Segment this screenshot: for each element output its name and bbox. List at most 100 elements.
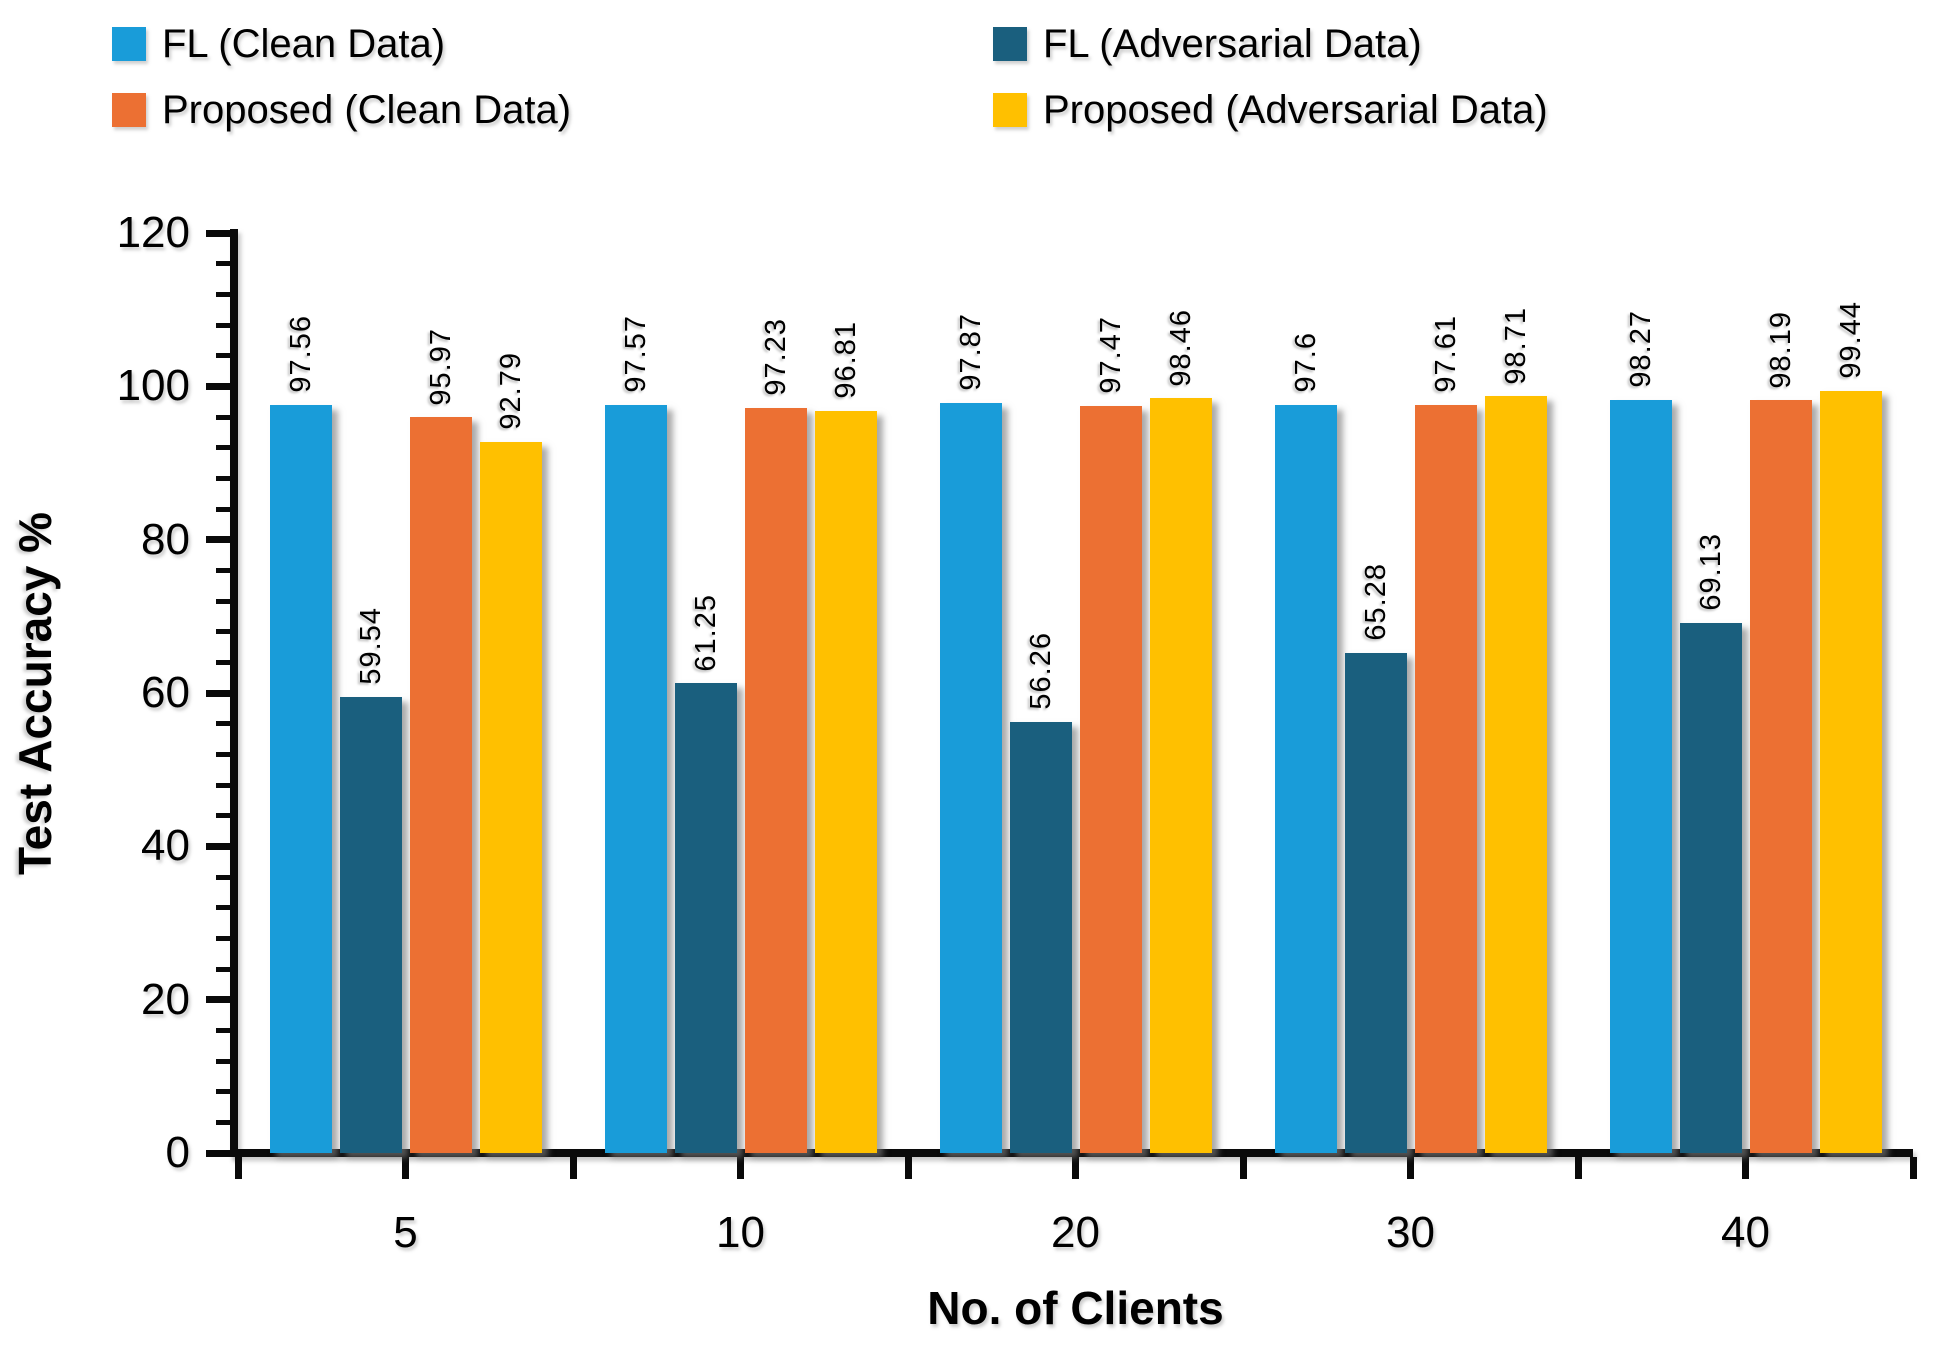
bar-fl-clean-data--10 <box>604 404 667 1153</box>
x-axis-category-label: 10 <box>716 1208 765 1257</box>
y-axis-major-tick <box>206 536 230 544</box>
x-axis-tick <box>402 1157 409 1179</box>
legend-swatch-proposed-clean-icon <box>112 93 146 127</box>
y-axis-major-tick <box>206 1149 230 1157</box>
bar-fl-clean-data--30 <box>1274 404 1337 1153</box>
y-axis-minor-tick <box>216 966 230 972</box>
x-axis-tick <box>1407 1157 1414 1179</box>
y-axis-tick-label: 0 <box>165 1128 190 1177</box>
bar-proposed-adversarial-data--10 <box>814 410 877 1153</box>
bar-value-label: 97.57 <box>619 315 652 393</box>
y-axis-minor-tick <box>216 721 230 727</box>
bar-fl-clean-data--40 <box>1609 399 1672 1153</box>
y-axis-minor-tick <box>216 935 230 941</box>
bar-value-label: 69.13 <box>1694 533 1727 612</box>
x-axis-tick <box>904 1157 912 1179</box>
y-axis-minor-tick <box>216 261 230 267</box>
x-axis-tick <box>1742 1157 1749 1179</box>
y-axis-major-tick <box>206 689 230 697</box>
y-axis-major-tick <box>206 842 230 850</box>
bar-fl-clean-data--20 <box>939 402 1002 1153</box>
x-axis-category-label: 5 <box>393 1208 418 1257</box>
y-axis-tick-label: 120 <box>116 208 190 257</box>
x-axis-line <box>230 1149 1913 1157</box>
bar-proposed-adversarial-data--5 <box>479 441 542 1153</box>
y-axis-minor-tick <box>216 598 230 604</box>
bar-value-label: 98.19 <box>1764 310 1797 389</box>
bar-value-label: 95.97 <box>424 327 457 406</box>
x-axis-tick <box>1072 1157 1079 1179</box>
x-axis-tick <box>737 1157 744 1179</box>
legend-swatch-fl-adversarial-icon <box>993 27 1027 61</box>
legend-item-proposed-adversarial: Proposed (Adversarial Data) <box>993 88 1548 132</box>
y-axis-minor-tick <box>216 506 230 512</box>
bar-value-label: 56.26 <box>1024 632 1057 710</box>
bar-value-label: 98.27 <box>1624 310 1657 388</box>
chart-legend: FL (Clean Data) FL (Adversarial Data) Pr… <box>112 22 1548 132</box>
y-axis-line <box>230 229 238 1157</box>
bar-value-label: 98.71 <box>1499 306 1532 385</box>
legend-item-fl-adversarial: FL (Adversarial Data) <box>993 22 1548 66</box>
bar-value-label: 96.81 <box>829 321 862 399</box>
y-axis-minor-tick <box>216 353 230 359</box>
y-axis-minor-tick <box>216 475 230 481</box>
y-axis-minor-tick <box>216 874 230 880</box>
y-axis-minor-tick <box>216 322 230 328</box>
y-axis-minor-tick <box>216 1058 230 1064</box>
legend-item-fl-clean: FL (Clean Data) <box>112 22 993 66</box>
legend-label: Proposed (Clean Data) <box>162 88 572 132</box>
x-axis-category-label: 20 <box>1051 1208 1100 1257</box>
y-axis-major-tick <box>206 996 230 1004</box>
y-axis-minor-tick <box>216 659 230 665</box>
x-axis-category-label: 30 <box>1386 1208 1435 1257</box>
y-axis-minor-tick <box>216 905 230 911</box>
y-axis-minor-tick <box>216 629 230 635</box>
bar-fl-adversarial-data--10 <box>674 683 737 1153</box>
bar-proposed-adversarial-data--30 <box>1484 396 1547 1153</box>
bar-proposed-adversarial-data--40 <box>1819 390 1882 1153</box>
bar-value-label: 97.6 <box>1289 332 1322 393</box>
y-axis-tick-label: 60 <box>141 668 190 717</box>
y-axis-minor-tick <box>216 1027 230 1033</box>
legend-item-proposed-clean: Proposed (Clean Data) <box>112 88 993 132</box>
bar-value-label: 98.46 <box>1164 308 1197 387</box>
y-axis-minor-tick <box>216 414 230 420</box>
bar-proposed-clean-data--40 <box>1749 400 1812 1153</box>
legend-swatch-proposed-adversarial-icon <box>993 93 1027 127</box>
y-axis-major-tick <box>206 382 230 390</box>
x-axis-tick <box>569 1157 577 1179</box>
y-axis-tick-label: 100 <box>116 361 190 411</box>
y-axis-minor-tick <box>216 1119 230 1125</box>
bar-proposed-clean-data--20 <box>1079 405 1142 1153</box>
bar-value-label: 99.44 <box>1834 301 1867 379</box>
x-axis-tick <box>234 1157 242 1179</box>
y-axis-minor-tick <box>216 567 230 573</box>
bar-value-label: 97.87 <box>954 313 987 391</box>
x-axis-category-label: 40 <box>1721 1208 1770 1257</box>
y-axis-minor-tick <box>216 813 230 819</box>
bar-proposed-clean-data--10 <box>744 407 807 1153</box>
y-axis-tick-label: 40 <box>141 821 190 871</box>
bar-value-label: 97.61 <box>1429 315 1462 393</box>
bar-fl-adversarial-data--30 <box>1344 652 1407 1153</box>
bar-proposed-adversarial-data--20 <box>1149 398 1212 1153</box>
bar-fl-adversarial-data--40 <box>1679 623 1742 1153</box>
bar-value-label: 97.47 <box>1094 316 1127 394</box>
x-axis-title: No. of Clients <box>927 1282 1224 1334</box>
bar-value-label: 61.25 <box>689 593 722 672</box>
y-axis-major-tick <box>206 229 230 237</box>
bar-value-label: 97.56 <box>284 315 317 394</box>
legend-swatch-fl-clean-icon <box>112 27 146 61</box>
bar-fl-clean-data--5 <box>269 405 332 1153</box>
x-axis-tick <box>1574 1157 1582 1179</box>
bar-value-label: 65.28 <box>1359 562 1392 641</box>
y-axis-minor-tick <box>216 291 230 297</box>
x-axis-tick <box>1909 1157 1917 1179</box>
y-axis-minor-tick <box>216 782 230 788</box>
legend-label: FL (Clean Data) <box>162 22 446 66</box>
bar-fl-adversarial-data--20 <box>1009 721 1072 1153</box>
bar-proposed-clean-data--5 <box>409 417 472 1153</box>
bar-value-label: 97.23 <box>759 318 792 396</box>
bar-fl-adversarial-data--5 <box>339 696 402 1153</box>
